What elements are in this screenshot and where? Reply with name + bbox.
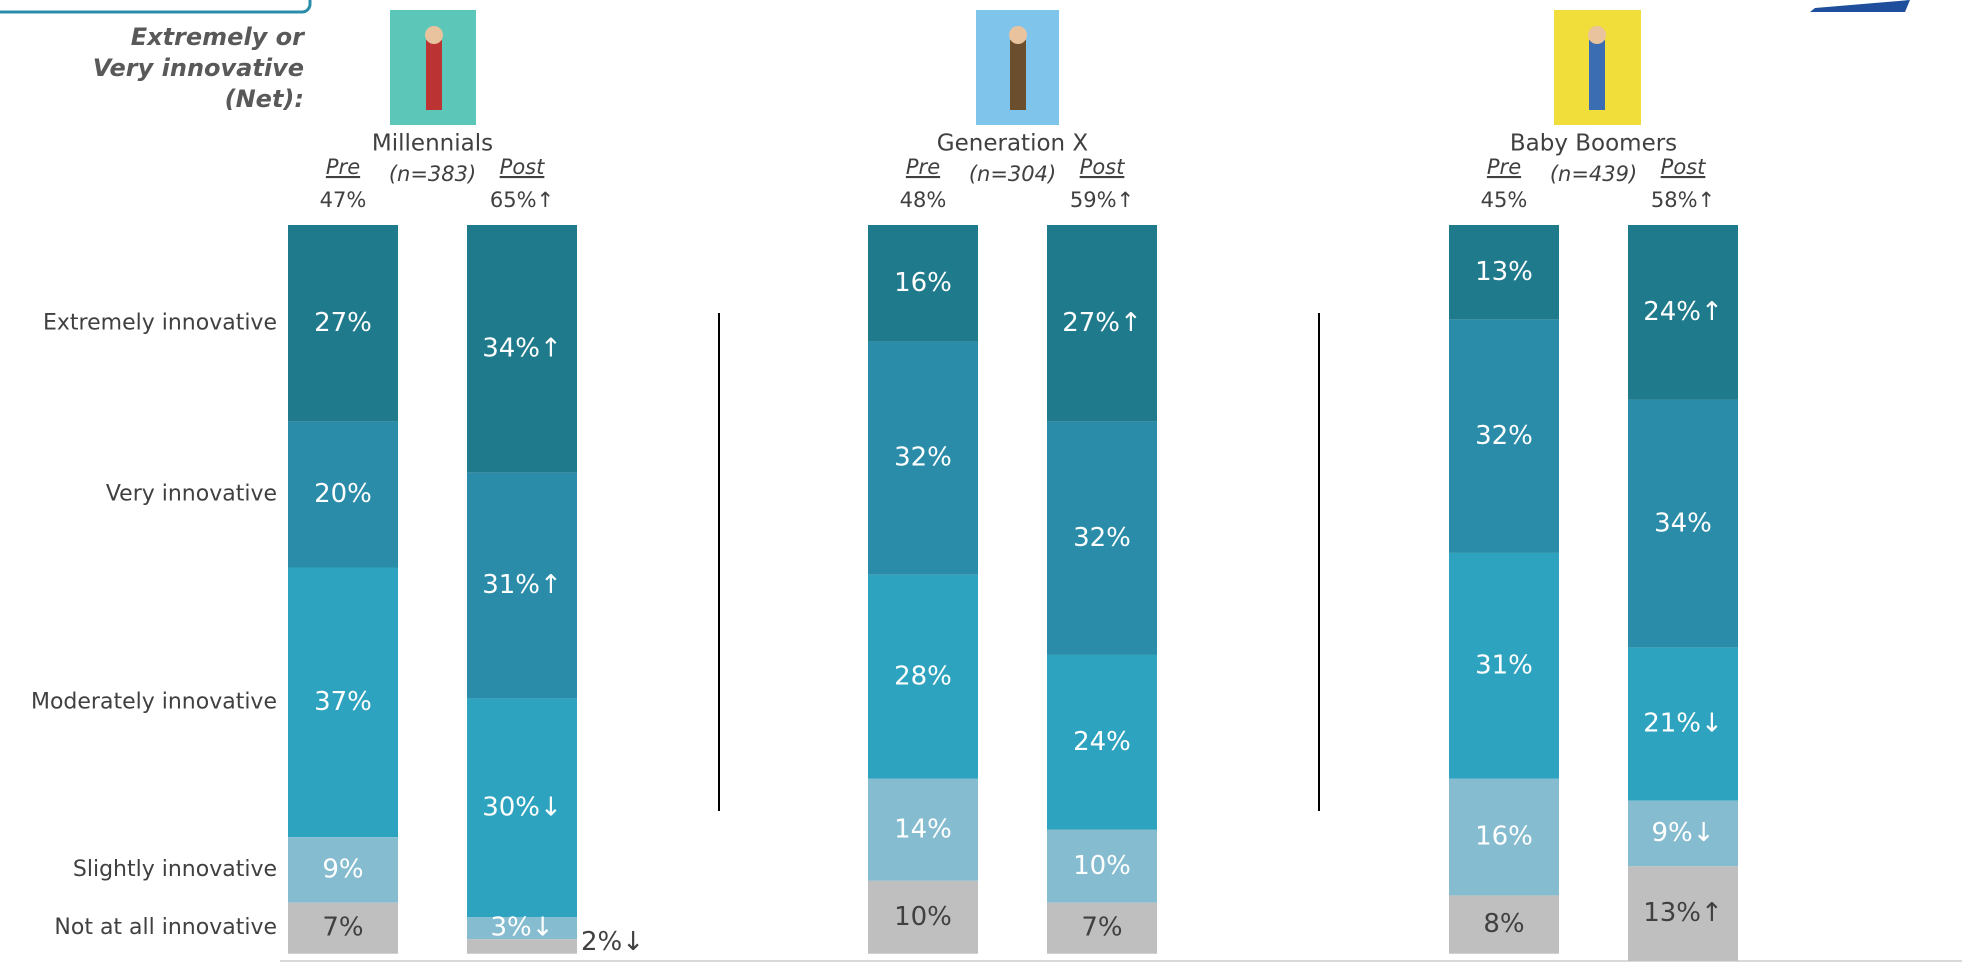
segment	[1047, 902, 1157, 954]
segment-label: 32%	[894, 443, 952, 473]
segment	[868, 778, 978, 881]
net-value: 58%↑	[1651, 188, 1715, 212]
segment-label: 10%	[1073, 851, 1131, 881]
segment-label: 9%↓	[1651, 818, 1714, 848]
segment-label: 8%	[1483, 909, 1524, 939]
segment	[1047, 654, 1157, 830]
segment-label: 16%	[1475, 822, 1533, 852]
segment-label: 34%↑	[482, 333, 562, 363]
bar-label: Pre	[326, 155, 360, 179]
segment	[868, 341, 978, 575]
segment	[467, 939, 577, 954]
segment	[1628, 866, 1738, 961]
row-label: Very innovative	[106, 482, 277, 507]
segment	[1047, 421, 1157, 655]
segment	[288, 225, 398, 422]
segment	[288, 902, 398, 954]
row-label: Not at all innovative	[54, 915, 277, 940]
segment-label: 16%	[894, 268, 952, 298]
segment-label: 24%	[1073, 727, 1131, 757]
segment-label: 31%↑	[482, 570, 562, 600]
segment	[1449, 552, 1559, 779]
segment-label: 27%	[314, 308, 372, 338]
net-value: 47%	[320, 188, 367, 212]
segment	[868, 225, 978, 342]
net-value: 45%	[1481, 188, 1528, 212]
bar-label: Post	[1080, 155, 1125, 179]
segment-label: 21%↓	[1643, 709, 1723, 739]
segment-label: 37%	[314, 687, 372, 717]
bar-label: Pre	[906, 155, 940, 179]
segment	[288, 567, 398, 838]
segment	[467, 225, 577, 473]
segment-label: 3%↓	[490, 913, 553, 943]
segment	[1628, 647, 1738, 801]
segment	[1628, 399, 1738, 648]
segment-label: 9%	[322, 854, 363, 884]
segment-label: 13%↑	[1643, 898, 1723, 928]
net-value: 48%	[900, 188, 947, 212]
segment	[1449, 895, 1559, 954]
segment	[1449, 319, 1559, 553]
sample-size: (n=383)	[389, 162, 476, 186]
segment-label: 30%↓	[482, 792, 562, 822]
net-title: (Net):	[225, 85, 304, 113]
segment	[868, 574, 978, 779]
segment-label: 14%	[894, 814, 952, 844]
segment	[467, 917, 577, 940]
bar-label: Post	[500, 155, 545, 179]
sample-size: (n=304)	[969, 162, 1056, 186]
segment	[1628, 225, 1738, 400]
segment	[1628, 800, 1738, 867]
row-label: Extremely innovative	[43, 310, 277, 335]
segment-label: 32%	[1073, 523, 1131, 553]
illustration	[390, 10, 1641, 125]
net-value: 59%↑	[1070, 188, 1134, 212]
group-name: Baby Boomers	[1510, 131, 1677, 157]
segment-label: 27%↑	[1062, 308, 1142, 338]
header-tab	[0, 0, 312, 14]
row-label: Moderately innovative	[31, 689, 277, 714]
segment-label: 7%	[322, 913, 363, 943]
group-name: Generation X	[937, 131, 1089, 157]
group-name: Millennials	[372, 131, 493, 157]
segment-label: 10%	[894, 902, 952, 932]
segment-label: 20%	[314, 479, 372, 509]
logo	[1810, 0, 1910, 12]
segment	[1449, 778, 1559, 896]
segment-label: 28%	[894, 661, 952, 691]
net-title: Extremely or	[131, 23, 306, 51]
net-value: 65%↑	[490, 188, 554, 212]
segment	[1449, 225, 1559, 320]
sample-size: (n=439)	[1550, 162, 1637, 186]
segment	[868, 880, 978, 954]
segment	[1047, 829, 1157, 903]
segment-label: 24%↑	[1643, 297, 1723, 327]
row-label: Slightly innovative	[73, 857, 277, 882]
segment	[288, 837, 398, 903]
segment-label: 34%	[1654, 508, 1712, 538]
segment-label: 31%	[1475, 650, 1533, 680]
segment-label: 2%↓	[581, 927, 644, 957]
segment-label: 13%	[1475, 257, 1533, 287]
bar-label: Post	[1661, 155, 1706, 179]
segment	[467, 698, 577, 918]
net-title: Very innovative	[93, 54, 304, 82]
segment	[1047, 225, 1157, 422]
bar-label: Pre	[1487, 155, 1521, 179]
segment-label: 32%	[1475, 421, 1533, 451]
segment-label: 7%	[1081, 913, 1122, 943]
segment	[288, 421, 398, 568]
segment	[467, 472, 577, 699]
